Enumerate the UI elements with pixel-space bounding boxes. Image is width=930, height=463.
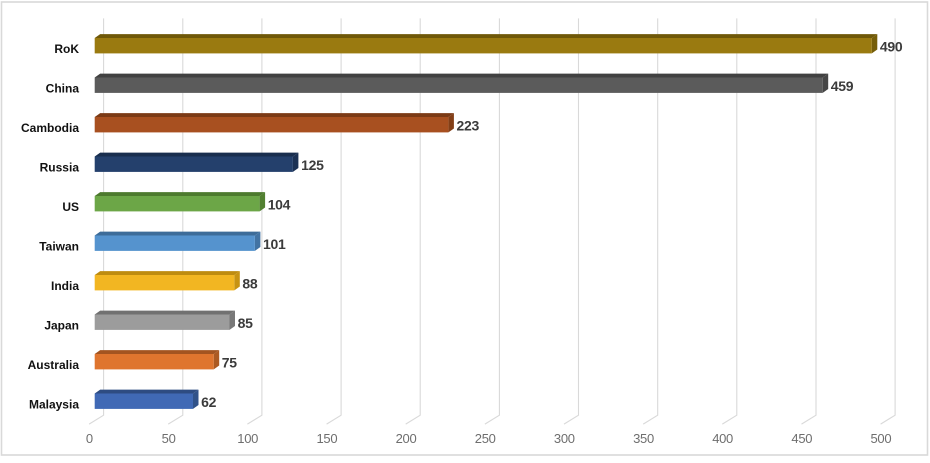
- svg-text:China: China: [46, 81, 80, 95]
- svg-text:459: 459: [831, 78, 854, 94]
- svg-text:500: 500: [871, 431, 892, 446]
- svg-text:0: 0: [86, 431, 93, 446]
- svg-text:Taiwan: Taiwan: [39, 239, 79, 253]
- svg-text:101: 101: [263, 236, 286, 252]
- svg-text:RoK: RoK: [54, 42, 79, 56]
- svg-text:50: 50: [162, 431, 176, 446]
- svg-text:104: 104: [268, 197, 291, 213]
- svg-text:62: 62: [201, 394, 216, 410]
- svg-text:350: 350: [633, 431, 654, 446]
- svg-text:88: 88: [242, 276, 257, 292]
- svg-text:100: 100: [237, 431, 258, 446]
- svg-text:Russia: Russia: [40, 160, 80, 174]
- svg-text:US: US: [62, 200, 79, 214]
- svg-text:75: 75: [222, 355, 237, 371]
- svg-text:300: 300: [554, 431, 575, 446]
- svg-text:150: 150: [317, 431, 338, 446]
- svg-text:400: 400: [712, 431, 733, 446]
- svg-text:Malaysia: Malaysia: [29, 397, 79, 411]
- svg-text:223: 223: [457, 118, 480, 134]
- svg-text:Japan: Japan: [44, 318, 79, 332]
- svg-text:490: 490: [880, 39, 903, 55]
- svg-text:125: 125: [301, 157, 324, 173]
- svg-text:250: 250: [475, 431, 496, 446]
- svg-text:Australia: Australia: [28, 358, 80, 372]
- svg-text:85: 85: [238, 315, 253, 331]
- svg-text:India: India: [51, 279, 79, 293]
- svg-text:Cambodia: Cambodia: [21, 121, 79, 135]
- svg-text:200: 200: [396, 431, 417, 446]
- svg-text:450: 450: [791, 431, 812, 446]
